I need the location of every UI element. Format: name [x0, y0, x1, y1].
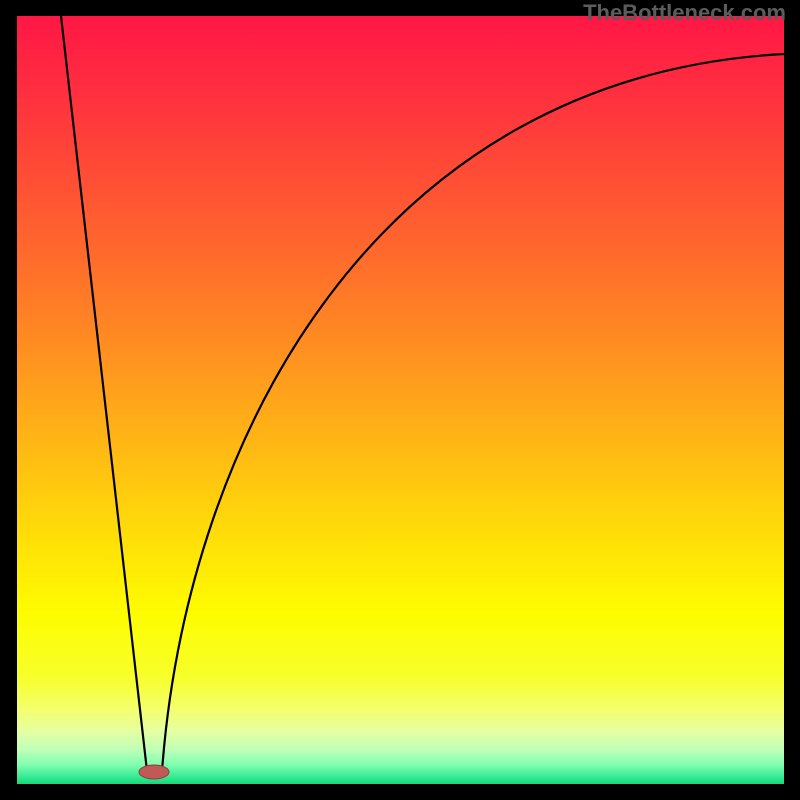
optimal-point-marker — [139, 765, 169, 779]
chart-container: TheBottleneck.com — [0, 0, 800, 800]
watermark-text: TheBottleneck.com — [583, 0, 786, 26]
curve-layer — [17, 16, 784, 784]
plot-area — [17, 16, 784, 784]
right-branch-curve — [162, 54, 784, 771]
left-branch-curve — [61, 16, 147, 771]
